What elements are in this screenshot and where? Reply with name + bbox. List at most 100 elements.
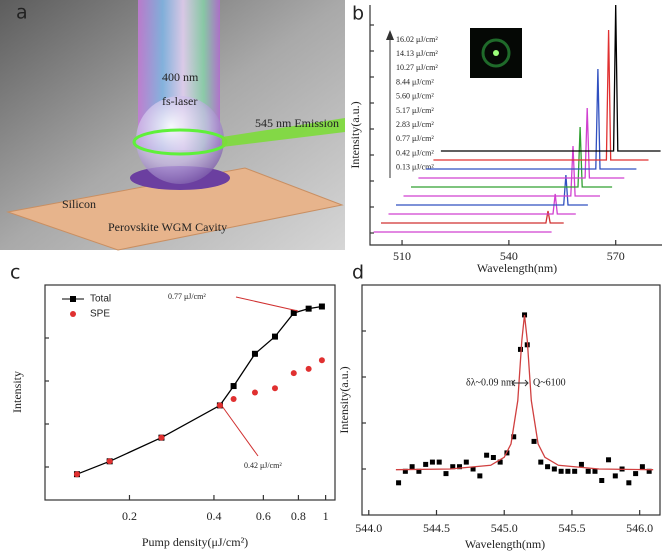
data-point: [532, 439, 537, 444]
data-point: [231, 396, 237, 402]
data-point: [107, 458, 113, 464]
data-point: [579, 462, 584, 467]
axis-frame: [45, 285, 335, 500]
x-tick-label: 544.0: [355, 521, 382, 535]
annotation: Q~6100: [533, 377, 566, 388]
legend-label: 0.42 μJ/cm²: [396, 148, 434, 157]
laser-label: 400 nm: [162, 70, 199, 84]
data-point: [396, 480, 401, 485]
axis-frame: [362, 285, 660, 515]
legend-label: 8.44 μJ/cm²: [396, 77, 434, 86]
data-point: [613, 473, 618, 478]
series-line: [77, 307, 322, 475]
data-point: [272, 334, 278, 340]
legend-label: 0.13 μJ/cm²: [396, 163, 434, 172]
data-point: [231, 383, 237, 389]
x-tick-label: 545.0: [491, 521, 518, 535]
data-point: [491, 455, 496, 460]
legend-label: 0.77 μJ/cm²: [396, 134, 434, 143]
series-line: [396, 315, 653, 470]
inset-spot: [493, 50, 499, 56]
y-axis-label: Intensity: [10, 371, 24, 413]
data-point: [252, 390, 258, 396]
x-tick-label: 545.5: [558, 521, 585, 535]
chart-panel: c Pump density(μJ/cm²) Intensity 0.2 0.4 0.6 0…: [10, 262, 335, 549]
x-tick-label: 546.0: [626, 521, 653, 535]
x-tick-label: 570: [607, 249, 625, 263]
x-tick-label: 0.2: [122, 509, 137, 523]
emission-label: 545 nm Emission: [255, 116, 339, 130]
data-point: [430, 460, 435, 465]
annotation: 0.42 μJ/cm²: [244, 461, 282, 470]
panel-label: b: [352, 3, 364, 25]
legend-marker: [70, 296, 76, 302]
y-axis-label: Intensity(a.u.): [348, 101, 362, 168]
y-axis-label: Intensity(a.u.): [337, 366, 351, 433]
arrow-head: [386, 30, 394, 40]
data-point: [586, 469, 591, 474]
data-point: [423, 462, 428, 467]
x-tick-label: 1: [323, 509, 329, 523]
data-point: [319, 357, 325, 363]
x-tick-label: 0.6: [256, 509, 271, 523]
legend-label: 14.13 μJ/cm²: [396, 49, 438, 58]
x-tick-label: 540: [500, 249, 518, 263]
annotation-pointer: [222, 406, 258, 456]
data-point: [291, 370, 297, 376]
data-point: [477, 473, 482, 478]
x-tick-label: 544.5: [423, 521, 450, 535]
laser-label: fs-laser: [162, 94, 197, 108]
x-axis-label: Wavelength(nm): [465, 537, 545, 551]
data-point: [217, 402, 223, 408]
data-point: [633, 471, 638, 476]
x-tick-label: 510: [393, 249, 411, 263]
substrate-label: Silicon: [62, 197, 96, 211]
legend-marker: [70, 311, 76, 317]
data-point: [272, 385, 278, 391]
data-point: [572, 469, 577, 474]
legend-label: 5.60 μJ/cm²: [396, 92, 434, 101]
fwhm-arrow: [512, 380, 528, 386]
series-line: [396, 175, 588, 205]
data-point: [538, 460, 543, 465]
wgm-sphere: [136, 96, 224, 184]
series-line: [426, 69, 637, 169]
data-point: [443, 471, 448, 476]
annotation-pointer: [236, 297, 298, 311]
data-point: [599, 478, 604, 483]
legend-label: Total: [90, 294, 111, 305]
data-point: [606, 457, 611, 462]
legend-label: 10.27 μJ/cm²: [396, 63, 438, 72]
x-axis-label: Pump density(μJ/cm²): [142, 535, 248, 549]
legend-label: 16.02 μJ/cm²: [396, 35, 438, 44]
panel-label: c: [10, 262, 20, 284]
legend-label: SPE: [90, 309, 110, 320]
legend-label: 2.83 μJ/cm²: [396, 120, 434, 129]
data-point: [410, 464, 415, 469]
data-point: [464, 460, 469, 465]
data-point: [306, 306, 312, 312]
data-point: [640, 464, 645, 469]
figure: a 400 nm fs-laser 545 nm Emission Silico…: [0, 0, 664, 555]
data-point: [545, 464, 550, 469]
x-tick-label: 0.8: [291, 509, 306, 523]
cavity-label: Perovskite WGM Cavity: [108, 220, 227, 234]
data-point: [252, 351, 258, 357]
data-point: [319, 304, 325, 310]
legend-label: 5.17 μJ/cm²: [396, 106, 434, 115]
annotation: δλ~0.09 nm: [466, 377, 514, 388]
data-point: [626, 480, 631, 485]
chart-panel: d Wavelength(nm) Intensity(a.u.) 544.0 544.5…: [337, 262, 660, 551]
series-line: [418, 108, 624, 178]
data-point: [484, 453, 489, 458]
panel-label: d: [352, 262, 364, 284]
data-point: [306, 366, 312, 372]
data-point: [552, 467, 557, 472]
panel-label: a: [16, 2, 28, 24]
data-point: [437, 460, 442, 465]
data-point: [158, 435, 164, 441]
annotation: 0.77 μJ/cm²: [168, 292, 206, 301]
data-point: [592, 469, 597, 474]
x-axis-label: Wavelength(nm): [477, 261, 557, 275]
x-tick-label: 0.4: [206, 509, 221, 523]
